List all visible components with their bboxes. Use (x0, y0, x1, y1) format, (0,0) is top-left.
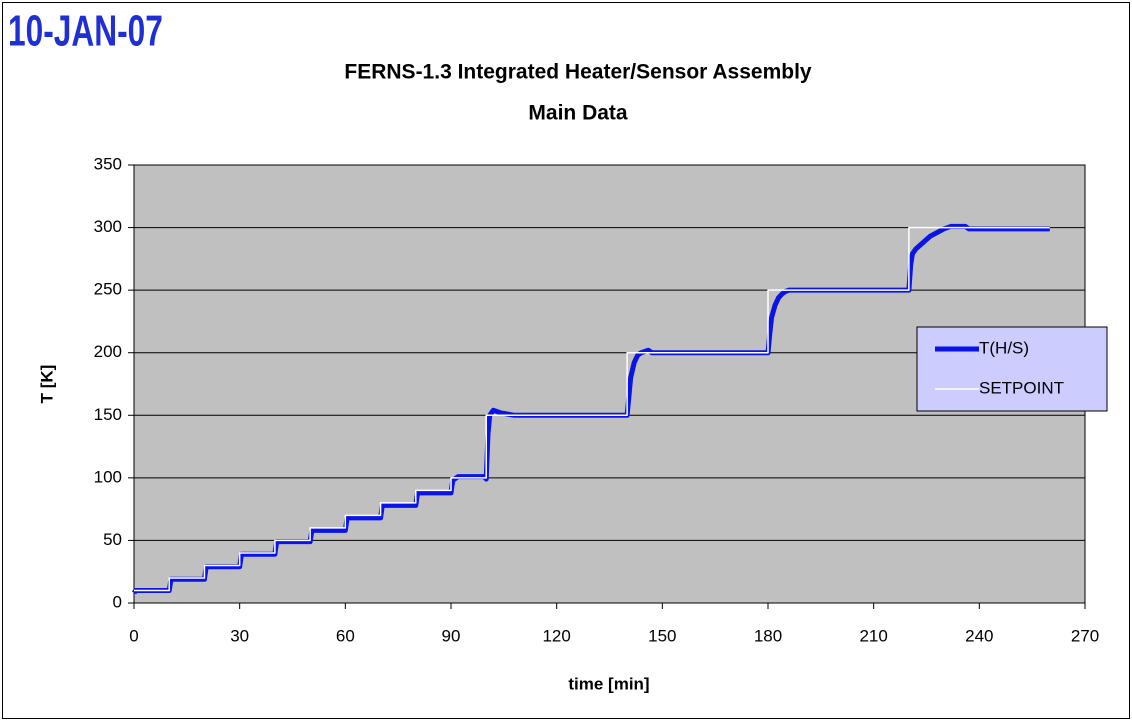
y-tick-label: 200 (94, 342, 122, 361)
x-tick-label: 30 (230, 626, 249, 645)
x-tick-label: 60 (336, 626, 355, 645)
x-tick-label: 90 (442, 626, 461, 645)
x-axis-label: time [min] (568, 674, 649, 693)
x-tick-label: 180 (754, 626, 782, 645)
y-tick-label: 100 (94, 467, 122, 486)
chart-title: FERNS-1.3 Integrated Heater/Sensor Assem… (344, 61, 812, 84)
y-tick-label: 250 (94, 280, 122, 299)
x-tick-label: 150 (648, 626, 676, 645)
x-tick-label: 210 (859, 626, 887, 645)
legend-label: T(H/S) (979, 338, 1029, 357)
date-stamp: 10-JAN-07 (8, 7, 163, 56)
chart-subtitle: Main Data (528, 102, 628, 125)
x-tick-label: 240 (965, 626, 993, 645)
y-tick-label: 150 (94, 405, 122, 424)
x-tick-label: 120 (542, 626, 570, 645)
y-tick-label: 50 (103, 530, 122, 549)
series-line (134, 226, 1050, 592)
x-tick-label: 0 (129, 626, 138, 645)
legend-label: SETPOINT (979, 378, 1064, 397)
y-axis-label: T [K] (37, 365, 56, 404)
x-tick-label: 270 (1071, 626, 1099, 645)
y-tick-label: 0 (113, 592, 122, 611)
y-tick-label: 350 (94, 154, 122, 173)
y-tick-label: 300 (94, 217, 122, 236)
legend-box (916, 326, 1108, 412)
